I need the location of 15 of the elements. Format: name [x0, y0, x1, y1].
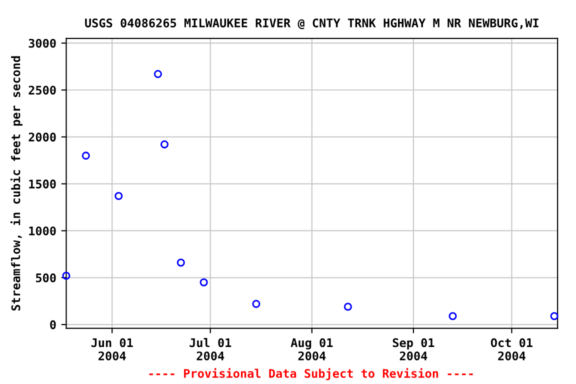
x-tick-label: Jun 01 2004 — [91, 338, 133, 360]
y-tick-label: 1000 — [29, 226, 56, 236]
y-tick-label: 2500 — [28, 86, 56, 95]
x-tick-label: Aug 01 2004 — [290, 338, 333, 360]
y-tick-label: 1500 — [29, 180, 56, 188]
x-tick-label: Sep 01 2004 — [392, 338, 434, 360]
x-tick-label: Oct 01 2004 — [490, 338, 532, 360]
x-tick-label: Jul 01 2004 — [190, 338, 232, 360]
y-tick-label: 2000 — [28, 132, 56, 142]
y-tick-label: 3000 — [28, 38, 56, 48]
y-axis-title: Streamflow, in cubic feet per second — [10, 56, 23, 311]
y-tick-label: 0 — [50, 320, 56, 330]
chart-title: USGS 04086265 MILWAUKEE RIVER @ CNTY TRNK HGHWAY M NR NEWBURG,WI — [85, 18, 538, 30]
y-tick-label: 500 — [36, 273, 56, 282]
text: ---- Provisional Data Subject to Revision ---- — [149, 368, 473, 380]
